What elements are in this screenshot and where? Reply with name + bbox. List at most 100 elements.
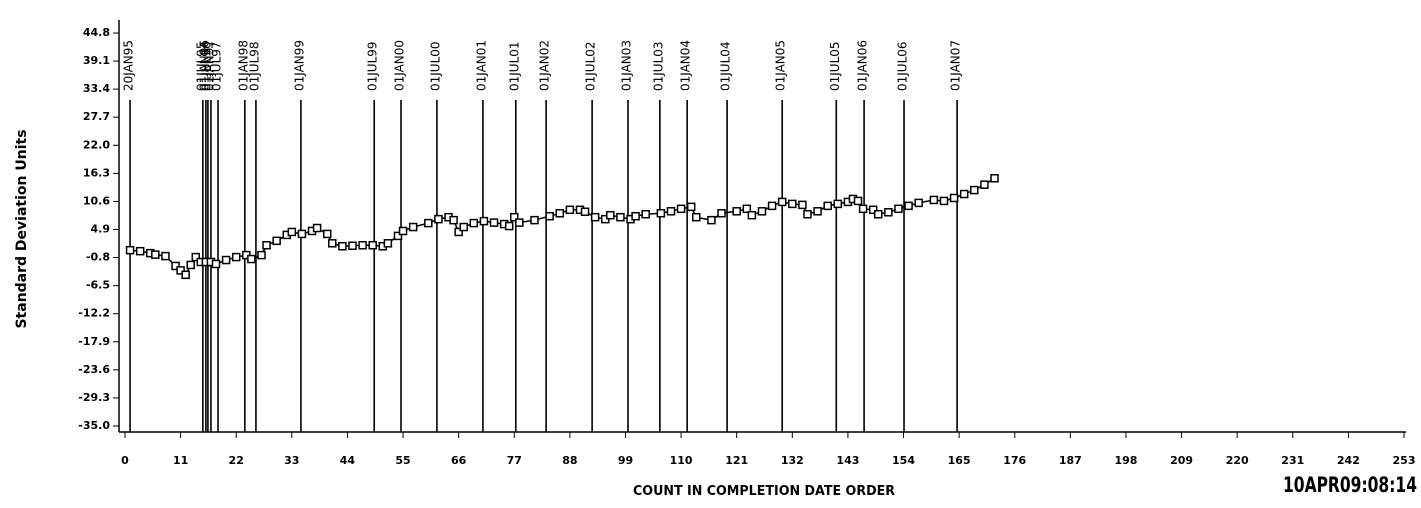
marker xyxy=(813,207,822,216)
marker xyxy=(231,252,241,262)
reference-label: 01JUL95 xyxy=(194,41,208,91)
x-tick-label: 132 xyxy=(781,454,804,467)
reference-label: 01JUL97 xyxy=(210,41,224,91)
marker xyxy=(616,212,625,222)
marker xyxy=(717,208,726,218)
marker xyxy=(980,180,989,189)
y-tick-label: 16.3 xyxy=(83,166,110,179)
reference-label: 01JAN97 xyxy=(202,40,216,91)
marker xyxy=(186,260,195,270)
x-tick-label: 33 xyxy=(284,454,299,467)
marker xyxy=(641,209,650,219)
marker xyxy=(545,211,554,221)
x-tick-label: 165 xyxy=(948,454,971,467)
marker xyxy=(287,227,297,237)
timestamp: 10APR09:08:14 xyxy=(1283,473,1417,497)
marker xyxy=(408,222,418,232)
marker xyxy=(338,241,347,251)
marker xyxy=(742,204,752,214)
marker xyxy=(788,199,797,209)
reference-label: 01JAN02 xyxy=(538,40,552,91)
x-tick-label: 55 xyxy=(395,454,410,467)
marker xyxy=(904,201,913,211)
marker xyxy=(262,241,271,250)
x-tick-label: 209 xyxy=(1170,454,1193,467)
marker xyxy=(181,270,190,280)
marker xyxy=(383,239,393,248)
marker xyxy=(151,250,160,259)
y-tick-label: 22.0 xyxy=(83,138,110,151)
reference-label: 01JUL05 xyxy=(828,41,842,91)
marker xyxy=(767,201,777,211)
marker xyxy=(454,227,463,237)
marker xyxy=(312,223,322,233)
x-tick-label: 0 xyxy=(121,454,129,467)
y-tick-label: -17.9 xyxy=(78,335,110,348)
marker xyxy=(590,212,600,222)
marker xyxy=(515,218,524,227)
marker xyxy=(803,209,812,219)
marker xyxy=(211,259,221,269)
x-tick-label: 154 xyxy=(892,454,915,467)
reference-label: 01JUL99 xyxy=(366,41,380,91)
marker xyxy=(853,196,863,206)
y-tick-label: -6.5 xyxy=(86,279,110,292)
reference-label: 01JAN07 xyxy=(949,40,963,91)
reference-label: 01JAN96 xyxy=(197,40,211,91)
x-tick-label: 11 xyxy=(173,454,188,467)
y-tick-label: -35.0 xyxy=(78,419,110,432)
marker xyxy=(171,261,180,271)
marker xyxy=(868,205,878,215)
reference-label: 01JAN01 xyxy=(474,40,488,91)
marker xyxy=(161,251,170,261)
reference-label: 01JAN00 xyxy=(393,40,407,91)
marker xyxy=(666,207,676,216)
y-tick-label: 33.4 xyxy=(83,82,110,95)
marker xyxy=(914,198,923,208)
x-tick-label: 143 xyxy=(836,454,859,467)
marker xyxy=(873,209,883,219)
marker xyxy=(959,189,969,199)
marker xyxy=(247,254,256,264)
marker xyxy=(833,199,843,209)
x-tick-label: 88 xyxy=(562,454,577,467)
y-tick-label: -29.3 xyxy=(78,391,110,404)
marker xyxy=(580,207,590,217)
marker xyxy=(393,231,403,241)
marker xyxy=(322,229,332,239)
marker xyxy=(565,205,575,215)
x-tick-label: 22 xyxy=(229,454,244,467)
marker xyxy=(606,210,615,220)
marker xyxy=(798,200,807,210)
marker xyxy=(489,218,499,227)
x-tick-label: 242 xyxy=(1337,454,1360,467)
reference-label: 01JAN05 xyxy=(774,40,788,91)
marker xyxy=(469,218,479,228)
x-tick-label: 231 xyxy=(1281,454,1304,467)
x-axis-title: COUNT IN COMPLETION DATE ORDER xyxy=(633,484,895,499)
marker xyxy=(555,208,565,218)
marker xyxy=(368,241,377,250)
marker xyxy=(858,204,868,214)
marker xyxy=(221,255,231,265)
marker xyxy=(398,226,408,236)
marker xyxy=(135,246,145,256)
x-tick-label: 99 xyxy=(618,454,633,467)
marker xyxy=(424,218,433,228)
marker xyxy=(272,236,281,246)
marker xyxy=(631,211,640,221)
x-tick-label: 220 xyxy=(1226,454,1249,467)
reference-label: 01JUL02 xyxy=(584,41,598,91)
marker xyxy=(125,245,135,255)
reference-label: 01JAN04 xyxy=(679,40,693,91)
marker xyxy=(676,204,686,214)
marker xyxy=(191,252,201,262)
reference-label: 01JUL98 xyxy=(247,41,261,91)
reference-label: 01JUL96 xyxy=(199,41,213,91)
marker xyxy=(479,216,489,226)
marker xyxy=(777,197,787,207)
marker xyxy=(949,193,959,203)
y-tick-label: 39.1 xyxy=(83,54,110,67)
